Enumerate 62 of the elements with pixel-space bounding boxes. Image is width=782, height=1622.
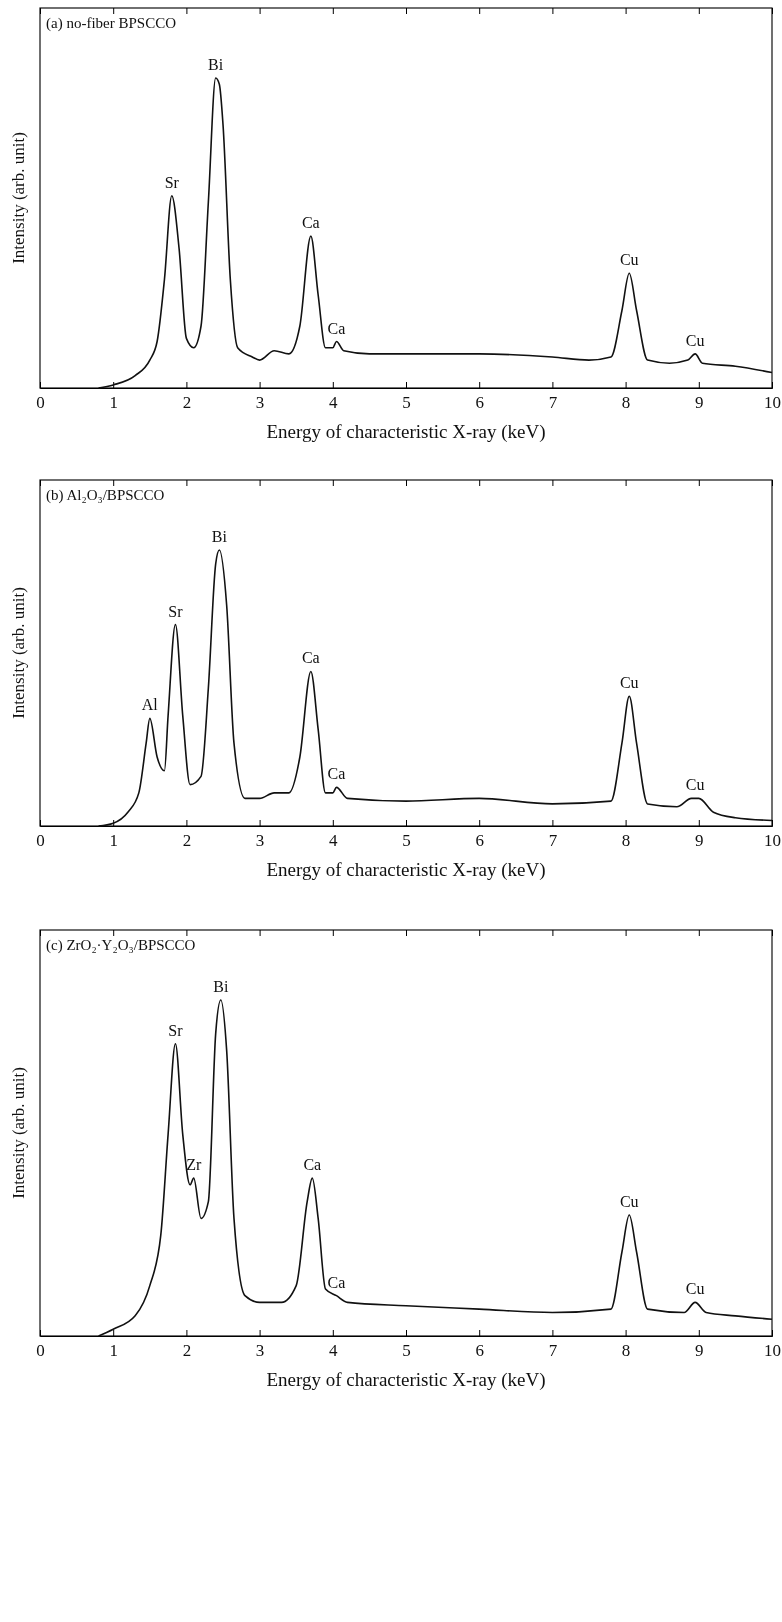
annotation: Ca: [303, 1156, 322, 1174]
y-axis-title: Intensity (arb. unit): [9, 1067, 28, 1199]
x-tick-label: 4: [329, 393, 339, 413]
x-tick-label: 7: [548, 831, 558, 851]
chart-title: (b) Al₂O₃/BPSCCO: [46, 487, 165, 504]
x-tick-label: 8: [621, 831, 631, 851]
x-tick-label: 1: [109, 1341, 118, 1361]
x-tick-label: 3: [255, 831, 265, 851]
annotation: Ca: [327, 765, 346, 783]
x-tick-label: 4: [329, 831, 339, 851]
chart-title: (c) ZrO₂·Y₂O₃/BPSCCO: [46, 937, 196, 954]
annotation: Cu: [685, 1280, 705, 1298]
x-tick-label: 10: [764, 1341, 781, 1361]
annotation: Cu: [619, 1193, 639, 1211]
annotation: Cu: [685, 331, 705, 349]
annotation: Zr: [186, 1156, 202, 1174]
x-tick-label: 6: [475, 831, 484, 851]
x-tick-label: 5: [402, 831, 411, 851]
x-tick-label: 2: [182, 393, 192, 413]
x-axis-title: Energy of characteristic X-ray (keV): [266, 421, 546, 443]
annotation: Ca: [301, 214, 320, 232]
annotation: Ca: [301, 649, 320, 667]
x-axis-title: Energy of characteristic X-ray (keV): [266, 859, 546, 881]
x-tick-label: 2: [182, 831, 192, 851]
x-tick-label: 7: [548, 1341, 558, 1361]
x-tick-label: 6: [475, 1341, 484, 1361]
x-axis-title: Energy of characteristic X-ray (keV): [266, 1369, 546, 1391]
x-tick-label: 0: [36, 1341, 45, 1361]
y-axis-title: Intensity (arb. unit): [9, 132, 28, 264]
x-tick-label: 0: [36, 831, 45, 851]
x-tick-label: 2: [182, 1341, 192, 1361]
annotation: Al: [141, 696, 159, 714]
x-tick-label: 1: [109, 831, 118, 851]
annotation: Cu: [685, 776, 705, 794]
x-tick-label: 10: [764, 831, 781, 851]
chart-title: (a) no-fiber BPSCCO: [46, 15, 177, 32]
x-tick-label: 3: [255, 393, 265, 413]
x-tick-label: 1: [109, 393, 118, 413]
x-tick-label: 0: [36, 393, 45, 413]
x-tick-label: 9: [695, 393, 704, 413]
x-tick-label: 8: [621, 393, 631, 413]
x-tick-label: 10: [764, 393, 781, 413]
annotation: Sr: [164, 173, 180, 191]
annotation: Ca: [327, 319, 346, 337]
x-tick-label: 5: [402, 393, 411, 413]
x-tick-label: 9: [695, 831, 704, 851]
x-tick-label: 7: [548, 393, 558, 413]
x-tick-label: 9: [695, 1341, 704, 1361]
annotation: Sr: [168, 1021, 184, 1039]
annotation: Cu: [619, 251, 639, 269]
annotation: Bi: [208, 56, 224, 73]
x-tick-label: 8: [621, 1341, 631, 1361]
annotation: Bi: [213, 978, 229, 995]
annotation: Ca: [327, 1273, 346, 1291]
x-tick-label: 5: [402, 1341, 411, 1361]
y-axis-title: Intensity (arb. unit): [9, 587, 28, 719]
x-tick-label: 6: [475, 393, 484, 413]
x-tick-label: 3: [255, 1341, 265, 1361]
x-tick-label: 4: [329, 1341, 339, 1361]
annotation: Bi: [211, 528, 228, 545]
annotation: Cu: [619, 674, 639, 692]
annotation: Sr: [168, 602, 184, 620]
